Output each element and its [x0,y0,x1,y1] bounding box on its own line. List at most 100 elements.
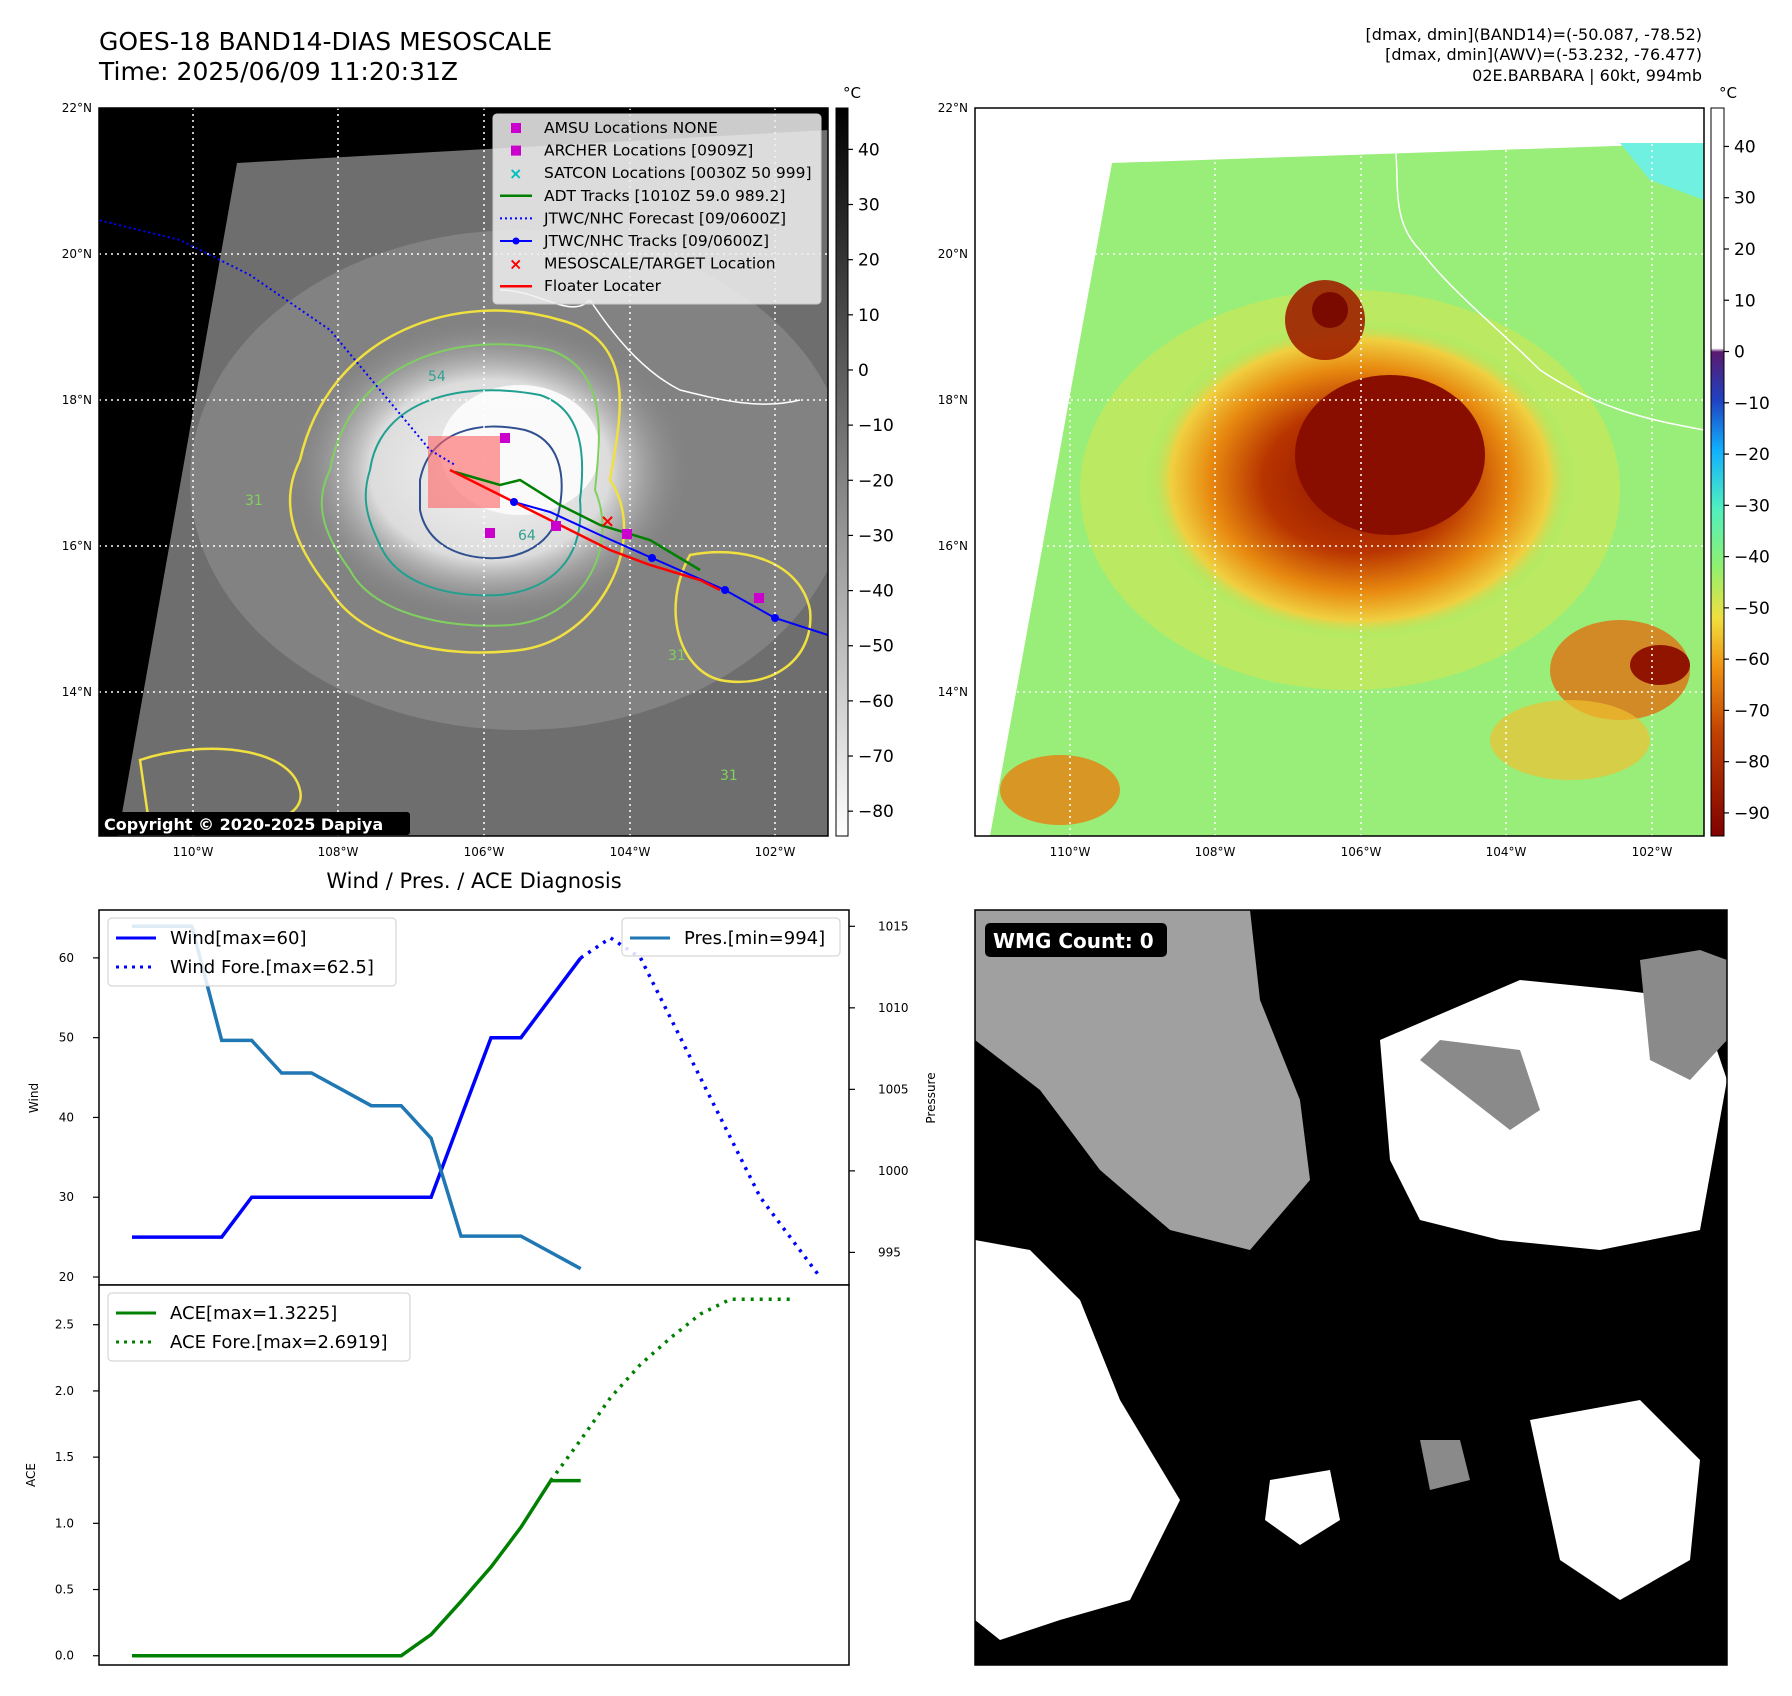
lat-label-18n: 18°N [62,393,92,407]
lat-label-14n: 14°N [62,685,92,699]
wind-yticks-label-4: 60 [59,951,74,965]
diagnosis-title: Wind / Pres. / ACE Diagnosis [326,869,621,893]
right-lon-label-110w: 110°W [1050,845,1091,859]
legend-label-3: ADT Tracks [1010Z 59.0 989.2] [544,187,785,205]
left-cb-ticks-tick-11: −70 [858,747,894,767]
right-map-coastline [1394,142,1704,431]
floater-box [428,436,500,508]
right-cb-ticks-tick-12: −80 [1734,753,1770,773]
left-cb-ticks-tick-12: −80 [858,802,894,822]
contour-label-31a: 31 [245,493,263,509]
right-cb-ticks-tick-5: −10 [1734,394,1770,414]
left-cb-ticks-tick-5: −10 [858,416,894,436]
lon-label-108w: 108°W [318,845,359,859]
ace-chart: ACE 0.0 0.5 1.0 1.5 2.0 2.5 ACE[max=1.3225] A… [24,1284,850,1666]
right-cb-ticks-tick-7: −30 [1734,496,1770,516]
legend-marker-6: × [509,255,522,274]
ace-yticks-label-2: 1.0 [55,1516,74,1530]
right-map [974,107,1705,837]
wind-yticks-label-3: 50 [59,1031,74,1045]
left-map-coastline [589,299,801,405]
right-lat-label-18n: 18°N [938,393,968,407]
left-cb-ticks-tick-2: 20 [858,251,880,271]
legend-marker-5 [500,237,532,245]
right-lon-label-108w: 108°W [1195,845,1236,859]
pres-yticks-label-1: 1000 [878,1164,909,1178]
legend-label-7: Floater Locater [544,277,662,295]
contour-label-31c: 31 [720,768,738,784]
right-map-lat-labels: 22°N 20°N 18°N 16°N 14°N [938,101,968,699]
lon-label-106w: 106°W [464,845,505,859]
lon-label-110w: 110°W [173,845,214,859]
ace-yticks-label-0: 0.0 [55,1649,74,1663]
legend-marker-2: × [509,164,522,183]
contour-label-54: 54 [428,369,446,385]
floater-track [449,468,721,592]
pres-yticks-label-4: 1015 [878,919,909,933]
pres-yticks-label-2: 1005 [878,1082,909,1096]
lat-label-22n: 22°N [62,101,92,115]
wind-yticks-label-1: 30 [59,1190,74,1204]
legend-marker-1 [511,145,521,156]
legend-label-1: ARCHER Locations [0909Z] [544,142,753,160]
right-lon-label-104w: 104°W [1486,845,1527,859]
pres-yticks-label-3: 1010 [878,1001,909,1015]
left-map-lat-labels: 22°N 20°N 18°N 16°N 14°N [62,101,92,699]
wind-series-line-0 [132,956,583,1239]
left-colorbar-unit: °C [843,84,861,102]
pressure-legend: Pres.[min=994] [621,917,841,957]
wind-axis-label: Wind [27,1083,41,1113]
lat-label-16n: 16°N [62,539,92,553]
right-cb-ticks-tick-10: −60 [1734,650,1770,670]
left-map: × 54 64 31 31 31 AMSU Locations NONE ARCH… [98,107,829,837]
ace-yticks-label-3: 1.5 [55,1450,74,1464]
right-map-grid [975,108,1704,836]
right-lon-label-102w: 102°W [1632,845,1673,859]
right-cb-ticks-tick-8: −40 [1734,548,1770,568]
right-lat-label-22n: 22°N [938,101,968,115]
right-cb-ticks-tick-3: 10 [1734,291,1756,311]
ace-legend: ACE[max=1.3225] ACE Fore.[max=2.6919] [107,1292,411,1362]
left-cb-ticks-tick-4: 0 [858,361,869,381]
left-colorbar: °C 40 30 20 10 0 −10 −20 −30 −40 −50 −60 −70 −80 [835,84,894,837]
right-lat-label-20n: 20°N [938,247,968,261]
right-cb-ticks-tick-1: 30 [1734,189,1756,209]
left-cb-ticks-tick-9: −50 [858,637,894,657]
ace-series-line-0 [132,1478,581,1658]
right-cb-ticks-tick-4: 0 [1734,343,1745,363]
lon-label-102w: 102°W [755,845,796,859]
legend-label-0: AMSU Locations NONE [544,119,718,137]
right-colorbar: °C 40 30 20 10 0 −10 −20 −30 −40 −50 −60 −70 −80 −90 [1710,84,1770,837]
pres-yticks-label-0: 995 [878,1245,901,1259]
left-map-legend: AMSU Locations NONE ARCHER Locations [090… [492,113,822,305]
right-cb-ticks-tick-2: 20 [1734,240,1756,260]
right-cb-ticks-tick-9: −50 [1734,599,1770,619]
right-lon-label-106w: 106°W [1341,845,1382,859]
adt-track [454,470,701,572]
wind-series-line-1 [579,935,822,1279]
ace-yticks-label-1: 0.5 [55,1583,74,1597]
legend-marker-0 [511,123,521,133]
legend-label-5: JTWC/NHC Tracks [09/0600Z] [543,232,769,250]
wmg-panel: WMG Count: 0 [974,909,1728,1666]
wind-yticks-label-2: 40 [59,1110,74,1124]
right-cb-ticks-tick-13: −90 [1734,804,1770,824]
copyright-text: Copyright © 2020-2025 Dapiya [104,815,383,834]
left-map-lon-labels: 110°W 108°W 106°W 104°W 102°W [173,845,796,859]
pressure-legend-label: Pres.[min=994] [684,928,825,949]
copyright-box [100,812,410,835]
ace-legend-label: ACE[max=1.3225] [170,1303,337,1324]
legend-label-6: MESOSCALE/TARGET Location [544,255,776,273]
left-cb-ticks-tick-10: −60 [858,692,894,712]
svg-text:×: × [600,511,615,532]
left-cb-ticks-tick-1: 30 [858,196,880,216]
wind-pressure-chart: Wind Pressure 20 30 40 50 60 995 1000 1005 1010… [27,909,938,1286]
wmg-white-region-southeast [1530,1400,1700,1600]
left-cb-ticks-tick-8: −40 [858,582,894,602]
figure-title: GOES-18 BAND14-DIAS MESOSCALE [99,27,552,56]
right-lat-label-16n: 16°N [938,539,968,553]
wmg-white-region-southwest [975,1240,1180,1640]
right-cb-ticks-tick-6: −20 [1734,445,1770,465]
wind-yticks-label-0: 20 [59,1270,74,1284]
